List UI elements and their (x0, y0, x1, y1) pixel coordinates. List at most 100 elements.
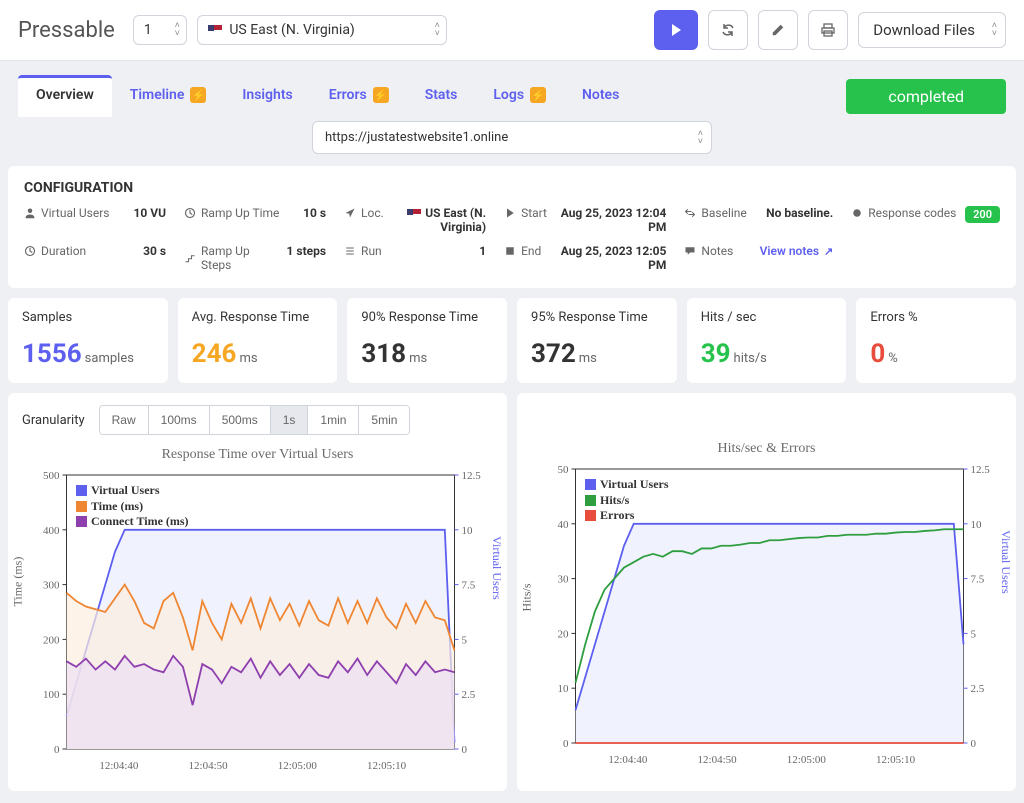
tab-errors[interactable]: Errors⚡ (311, 75, 407, 117)
loc-val: US East (N. Virginia) (390, 206, 486, 234)
gran-500ms[interactable]: 500ms (210, 406, 271, 434)
notes-link[interactable]: View notes ↗ (760, 244, 834, 258)
us-flag-icon (208, 25, 222, 35)
dot-icon (851, 207, 863, 219)
compare-icon (684, 207, 696, 219)
start-label: Start (504, 206, 547, 220)
ramp-val: 10 s (303, 206, 326, 220)
print-button[interactable] (808, 10, 848, 50)
gran-1min[interactable]: 1min (308, 406, 359, 434)
brand-title: Pressable (18, 18, 115, 43)
config-title: CONFIGURATION (24, 180, 1000, 196)
url-value: https://justatestwebsite1.online (325, 130, 508, 145)
pencil-icon (771, 23, 785, 37)
chevron-updown-icon: ˄˅ (435, 22, 440, 38)
play-button[interactable] (654, 10, 698, 50)
notes-label: Notes (684, 244, 753, 258)
count-value: 1 (144, 22, 152, 38)
granularity-label: Granularity (22, 413, 85, 428)
tab-timeline[interactable]: Timeline⚡ (112, 75, 225, 117)
card-samples: Samples1556samples (8, 298, 168, 383)
svg-text:200: 200 (43, 634, 60, 646)
tab-row: Overview Timeline⚡ Insights Errors⚡ Stat… (0, 75, 1024, 117)
user-icon (24, 207, 36, 219)
card-p95: 95% Response Time372ms (517, 298, 677, 383)
resp-label: Response codes (851, 206, 959, 220)
download-button[interactable]: Download Files ˄˅ (858, 12, 1006, 48)
svg-text:20: 20 (558, 628, 570, 640)
stop-icon (504, 245, 516, 257)
gran-1s[interactable]: 1s (271, 406, 309, 434)
status-badge: completed (846, 79, 1006, 114)
clock-icon (184, 207, 196, 219)
baseline-val: No baseline. (766, 206, 833, 220)
svg-text:10: 10 (462, 525, 474, 537)
vu-label: Virtual Users (24, 206, 128, 220)
svg-text:5: 5 (462, 634, 468, 646)
chart-hits-errors: Hits/sec & Errors Hits/s Virtual Users V… (517, 393, 1016, 791)
play-icon (504, 207, 516, 219)
gran-5min[interactable]: 5min (359, 406, 409, 434)
svg-text:12:04:50: 12:04:50 (189, 760, 229, 772)
chart1-legend: Virtual UsersTime (ms)Connect Time (ms) (76, 483, 189, 530)
ramp-label: Ramp Up Time (184, 206, 297, 220)
card-errors: Errors %0% (856, 298, 1016, 383)
tab-stats[interactable]: Stats (407, 75, 476, 117)
chevron-updown-icon: ˄˅ (992, 22, 997, 38)
region-select[interactable]: US East (N. Virginia) ˄˅ (197, 15, 447, 45)
run-label: Run (344, 244, 473, 258)
region-value: US East (N. Virginia) (229, 22, 354, 38)
svg-text:12.5: 12.5 (462, 470, 482, 482)
steps-val: 1 steps (287, 244, 327, 258)
svg-text:10: 10 (971, 519, 983, 531)
download-label: Download Files (873, 21, 975, 39)
svg-text:30: 30 (558, 574, 570, 586)
tab-notes[interactable]: Notes (564, 75, 637, 117)
chart1-title: Response Time over Virtual Users (22, 447, 493, 463)
count-stepper[interactable]: 1 ˄˅ (133, 15, 187, 45)
steps-icon (184, 252, 196, 264)
clock-icon (24, 245, 36, 257)
retry-button[interactable] (708, 10, 748, 50)
run-val: 1 (479, 244, 486, 258)
bolt-icon: ⚡ (373, 87, 389, 103)
svg-text:12:04:40: 12:04:40 (99, 760, 139, 772)
svg-text:7.5: 7.5 (971, 574, 985, 586)
svg-text:2.5: 2.5 (462, 689, 476, 701)
svg-text:0: 0 (563, 738, 569, 750)
us-flag-icon (407, 209, 421, 219)
chart1-yleft-label: Time (ms) (11, 557, 26, 607)
config-panel: CONFIGURATION Virtual Users10 VU Ramp Up… (8, 166, 1016, 288)
url-select[interactable]: https://justatestwebsite1.online ˄˅ (312, 121, 712, 154)
card-hits: Hits / sec39hits/s (687, 298, 847, 383)
svg-text:40: 40 (558, 519, 570, 531)
svg-text:0: 0 (971, 738, 977, 750)
gran-raw[interactable]: Raw (100, 406, 149, 434)
svg-text:12:05:00: 12:05:00 (787, 754, 827, 766)
svg-text:500: 500 (43, 470, 60, 482)
chevron-updown-icon: ˄˅ (175, 22, 180, 38)
svg-text:12:05:10: 12:05:10 (367, 760, 407, 772)
tab-overview[interactable]: Overview (18, 75, 112, 117)
card-p90: 90% Response Time318ms (347, 298, 507, 383)
svg-text:300: 300 (43, 580, 60, 592)
start-val: Aug 25, 2023 12:04 PM (553, 206, 666, 234)
svg-text:7.5: 7.5 (462, 580, 476, 592)
card-avg: Avg. Response Time246ms (178, 298, 338, 383)
svg-text:0: 0 (462, 744, 468, 756)
svg-text:0: 0 (54, 744, 60, 756)
svg-text:12:05:10: 12:05:10 (876, 754, 916, 766)
chart-response-time: Granularity Raw 100ms 500ms 1s 1min 5min… (8, 393, 507, 791)
svg-text:12:04:40: 12:04:40 (608, 754, 648, 766)
metric-cards: Samples1556samples Avg. Response Time246… (8, 298, 1016, 383)
svg-text:12.5: 12.5 (971, 464, 991, 476)
chart2-yleft-label: Hits/s (520, 583, 535, 611)
steps-label: Ramp Up Steps (184, 244, 281, 272)
edit-button[interactable] (758, 10, 798, 50)
tab-logs[interactable]: Logs⚡ (475, 75, 564, 117)
gran-100ms[interactable]: 100ms (149, 406, 210, 434)
svg-text:5: 5 (971, 628, 977, 640)
loc-label: Loc. (344, 206, 384, 220)
tab-insights[interactable]: Insights (224, 75, 310, 117)
chart2-yright-label: Virtual Users (999, 530, 1014, 594)
